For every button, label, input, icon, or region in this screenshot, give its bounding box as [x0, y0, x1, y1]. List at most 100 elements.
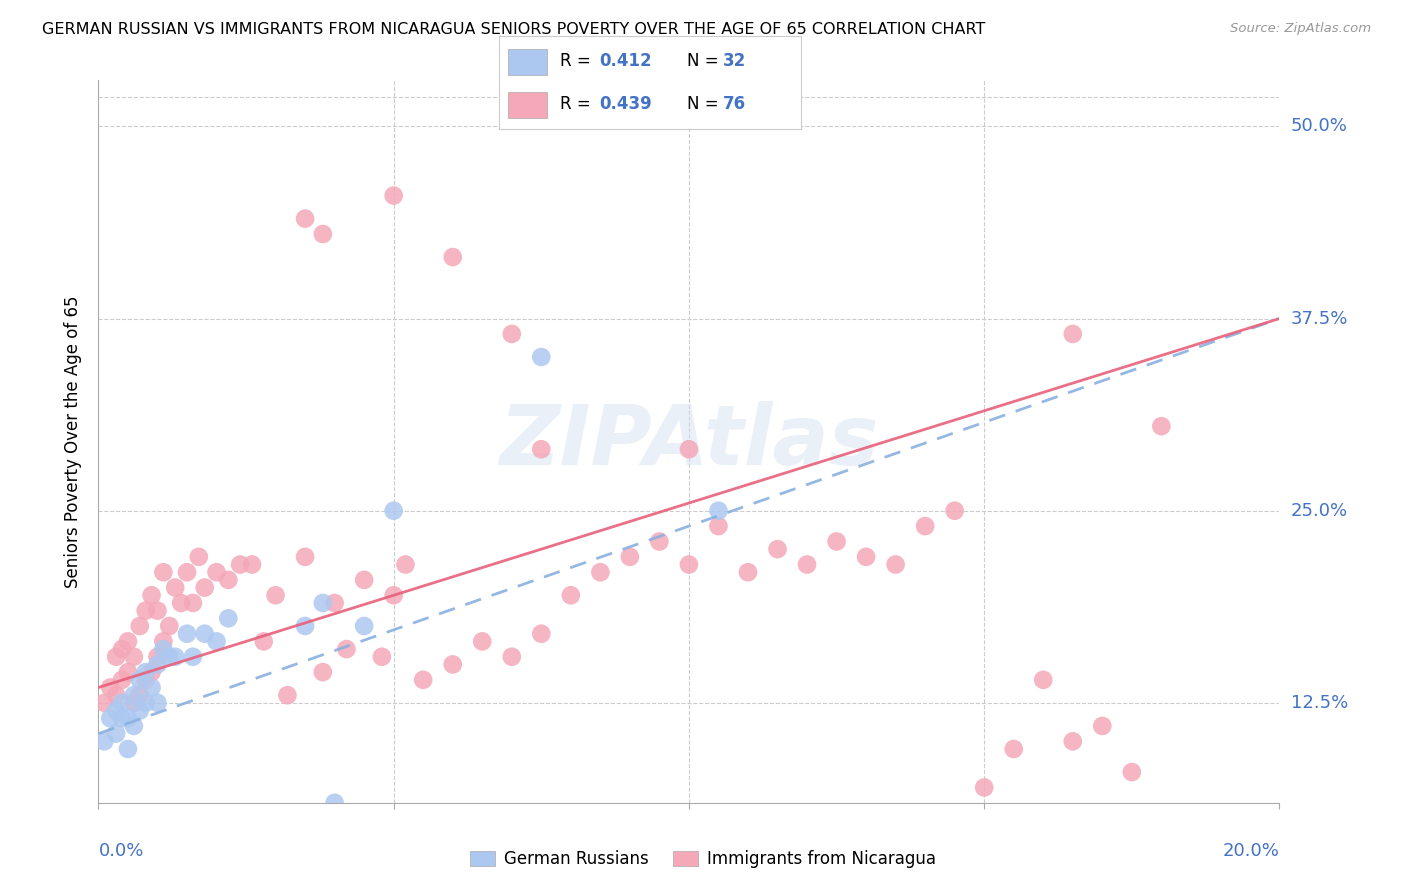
Point	[117, 711, 139, 725]
Text: N =: N =	[686, 95, 718, 113]
Point	[187, 549, 209, 564]
Point	[157, 649, 180, 664]
Point	[501, 326, 523, 341]
Point	[128, 688, 150, 702]
Text: 12.5%: 12.5%	[1291, 694, 1348, 712]
Point	[1062, 734, 1084, 748]
Point	[412, 673, 434, 687]
Point	[128, 704, 150, 718]
Point	[530, 442, 553, 457]
Point	[530, 350, 553, 364]
Point	[141, 588, 163, 602]
Point	[796, 558, 818, 572]
Point	[229, 558, 252, 572]
Point	[323, 596, 346, 610]
Point	[560, 588, 582, 602]
Point	[530, 626, 553, 640]
Point	[353, 619, 375, 633]
Point	[141, 665, 163, 680]
Point	[135, 673, 157, 687]
Point	[855, 549, 877, 564]
Point	[589, 565, 612, 579]
Point	[152, 634, 174, 648]
Point	[394, 558, 416, 572]
Point	[122, 719, 145, 733]
Point	[914, 519, 936, 533]
Point	[707, 504, 730, 518]
Legend: German Russians, Immigrants from Nicaragua: German Russians, Immigrants from Nicarag…	[464, 844, 942, 875]
Point	[105, 688, 128, 702]
Point	[105, 726, 128, 740]
Point	[128, 619, 150, 633]
Point	[240, 558, 263, 572]
Point	[1150, 419, 1173, 434]
Point	[382, 588, 405, 602]
Text: 25.0%: 25.0%	[1291, 501, 1348, 520]
Point	[122, 688, 145, 702]
Point	[194, 581, 217, 595]
Point	[176, 565, 198, 579]
Text: R =: R =	[560, 95, 591, 113]
Point	[382, 504, 405, 518]
Point	[93, 696, 115, 710]
Point	[98, 681, 121, 695]
Point	[146, 657, 169, 672]
Point	[353, 573, 375, 587]
Point	[276, 688, 298, 702]
Point	[825, 534, 848, 549]
Point	[264, 588, 287, 602]
Point	[501, 649, 523, 664]
Point	[135, 696, 157, 710]
Point	[122, 696, 145, 710]
Point	[737, 565, 759, 579]
Point	[648, 534, 671, 549]
Text: GERMAN RUSSIAN VS IMMIGRANTS FROM NICARAGUA SENIORS POVERTY OVER THE AGE OF 65 C: GERMAN RUSSIAN VS IMMIGRANTS FROM NICARA…	[42, 22, 986, 37]
Point	[111, 696, 134, 710]
Y-axis label: Seniors Poverty Over the Age of 65: Seniors Poverty Over the Age of 65	[65, 295, 83, 588]
Point	[128, 673, 150, 687]
Point	[217, 573, 239, 587]
Point	[146, 696, 169, 710]
Point	[294, 211, 316, 226]
Point	[312, 665, 335, 680]
Point	[973, 780, 995, 795]
Point	[98, 711, 121, 725]
Point	[312, 227, 335, 241]
Point	[312, 596, 335, 610]
Point	[157, 619, 180, 633]
Point	[766, 542, 789, 557]
Point	[1062, 326, 1084, 341]
Text: Source: ZipAtlas.com: Source: ZipAtlas.com	[1230, 22, 1371, 36]
Point	[441, 657, 464, 672]
Point	[181, 649, 204, 664]
Point	[135, 665, 157, 680]
Text: 32: 32	[723, 52, 747, 70]
FancyBboxPatch shape	[508, 49, 547, 75]
Point	[117, 742, 139, 756]
Point	[141, 681, 163, 695]
Point	[122, 649, 145, 664]
Point	[323, 796, 346, 810]
Text: 0.439: 0.439	[599, 95, 651, 113]
Point	[382, 188, 405, 202]
Point	[111, 642, 134, 657]
Point	[1002, 742, 1025, 756]
Point	[253, 634, 276, 648]
Text: 37.5%: 37.5%	[1291, 310, 1348, 327]
Text: 76: 76	[723, 95, 747, 113]
Point	[884, 558, 907, 572]
Point	[619, 549, 641, 564]
FancyBboxPatch shape	[508, 92, 547, 118]
Point	[93, 734, 115, 748]
Point	[678, 442, 700, 457]
Point	[111, 673, 134, 687]
Point	[117, 665, 139, 680]
Point	[165, 581, 187, 595]
Text: N =: N =	[686, 52, 718, 70]
Point	[294, 549, 316, 564]
Point	[371, 649, 394, 664]
Point	[1091, 719, 1114, 733]
Point	[441, 250, 464, 264]
Point	[471, 634, 494, 648]
Point	[111, 711, 134, 725]
